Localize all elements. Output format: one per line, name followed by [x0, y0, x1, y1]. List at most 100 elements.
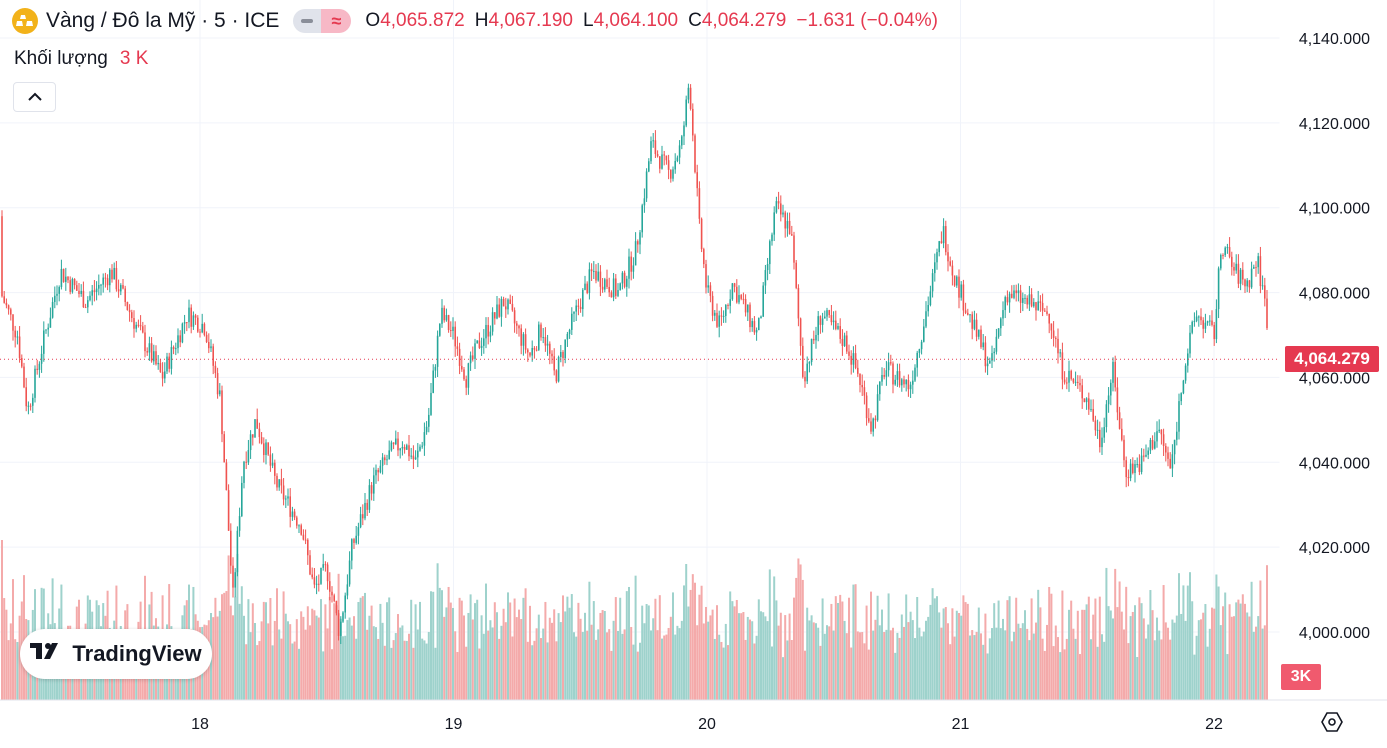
candle-body	[747, 304, 749, 313]
candle-body	[736, 286, 738, 303]
gold-bars-icon[interactable]	[12, 8, 38, 34]
chart-mode-toggle[interactable]: ≈	[293, 9, 352, 33]
volume-bar	[729, 591, 732, 700]
candle-body	[146, 351, 148, 353]
candle-body	[313, 577, 316, 585]
candle-body	[590, 269, 593, 272]
volume-bar	[504, 622, 507, 700]
candle-body	[1200, 316, 1202, 321]
candle-body	[513, 310, 516, 324]
collapse-legend-button[interactable]	[13, 82, 56, 112]
candle-body	[1039, 301, 1042, 303]
candle-body	[247, 450, 250, 463]
candle-body	[665, 155, 668, 161]
candle-body	[806, 363, 808, 382]
candle-body	[819, 316, 822, 325]
volume-bar	[876, 595, 879, 700]
volume-bar	[518, 609, 520, 700]
candle-body	[641, 205, 643, 233]
candle-body	[557, 356, 560, 382]
volume-bar	[595, 639, 597, 700]
volume-bar	[817, 627, 820, 700]
candle-body	[1187, 353, 1189, 366]
volume-bar	[1136, 657, 1139, 700]
candle-body	[861, 384, 863, 388]
volume-bar	[1186, 585, 1189, 700]
volume-bar	[889, 630, 892, 700]
volume-bar	[698, 594, 701, 700]
volume-bar	[1010, 641, 1013, 700]
candle-body	[753, 321, 756, 333]
candle-body	[249, 434, 252, 451]
volume-bar	[916, 596, 919, 700]
candle-body	[93, 290, 96, 293]
symbol-legend: Vàng / Đô la Mỹ · 5 · ICE ≈ O4,065.872 H…	[12, 8, 938, 34]
candle-body	[126, 301, 129, 311]
tradingview-logo[interactable]: TradingView	[20, 629, 212, 679]
volume-bar	[848, 597, 850, 700]
candle-body	[718, 315, 720, 327]
volume-bar	[1153, 640, 1156, 700]
candle-body	[1222, 255, 1224, 257]
volume-bar	[364, 592, 366, 700]
candle-body	[161, 371, 164, 379]
candle-body	[406, 445, 408, 450]
chart-settings-button[interactable]	[1318, 710, 1346, 738]
candle-body	[139, 325, 142, 327]
candle-body	[135, 324, 137, 329]
volume-bar	[1204, 604, 1207, 700]
volume-legend[interactable]: Khối lượng 3 K	[14, 48, 148, 70]
candle-body	[131, 312, 133, 319]
volume-bar	[740, 613, 743, 700]
candle-body	[846, 335, 848, 352]
minus-icon[interactable]	[293, 9, 322, 33]
candle-body	[397, 438, 399, 451]
candle-body	[632, 265, 635, 272]
candle-body	[100, 284, 102, 286]
candle-body	[575, 305, 577, 312]
volume-bar	[852, 584, 855, 700]
volume-bar	[742, 611, 745, 700]
candle-body	[821, 318, 824, 325]
candle-body	[496, 304, 498, 319]
candle-body	[810, 338, 813, 362]
volume-bar	[691, 574, 694, 700]
volume-bar	[1072, 628, 1075, 700]
candle-body	[296, 517, 298, 526]
candle-body	[876, 394, 879, 421]
approx-icon[interactable]: ≈	[321, 9, 352, 33]
volume-bar	[1030, 598, 1033, 700]
volume-bar	[386, 602, 388, 700]
candle-body	[285, 498, 287, 500]
volume-bar	[434, 647, 437, 700]
volume-bar	[797, 558, 800, 700]
candle-body	[1169, 458, 1171, 469]
candle-body	[608, 286, 610, 293]
volume-bar	[441, 590, 443, 700]
candle-body	[478, 340, 481, 348]
candle-body	[604, 279, 606, 290]
candle-body	[978, 329, 980, 337]
volume-bar	[456, 651, 459, 700]
candle-body	[329, 581, 331, 592]
candle-body	[568, 329, 571, 334]
ohlc-low: L4,064.100	[583, 10, 679, 31]
volume-bar	[808, 620, 811, 700]
volume-bar	[645, 604, 648, 700]
candle-body	[595, 270, 597, 281]
volume-bar	[641, 605, 644, 700]
volume-bar	[1059, 652, 1062, 700]
candle-body	[89, 295, 91, 301]
volume-bar	[707, 621, 710, 700]
candle-body	[1156, 431, 1158, 442]
symbol-title[interactable]: Vàng / Đô la Mỹ · 5 · ICE	[46, 9, 280, 32]
candle-body	[124, 288, 126, 302]
candle-body	[353, 539, 355, 543]
candle-body	[824, 316, 826, 319]
candle-body	[342, 612, 344, 622]
volume-bar	[1156, 617, 1158, 700]
candle-body	[780, 203, 782, 215]
volume-bar	[1103, 641, 1106, 700]
candle-body	[5, 302, 8, 306]
